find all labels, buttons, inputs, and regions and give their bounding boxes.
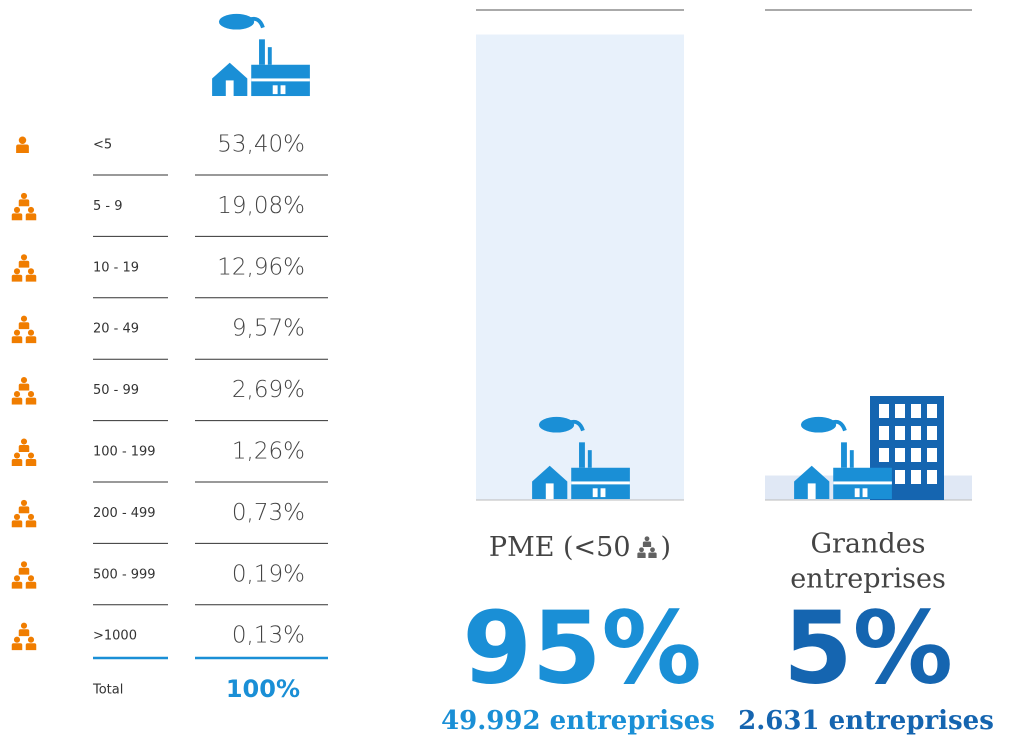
large-label: Grandes (810, 529, 925, 560)
large-percent: 5% (783, 589, 953, 706)
factory-icon (212, 11, 310, 98)
pme-percent: 95% (462, 589, 701, 706)
total-label: Total (92, 683, 123, 698)
person-icon (16, 136, 29, 153)
people-icon (12, 438, 37, 466)
share-value: 2,69% (232, 377, 305, 403)
size-label: 50 - 99 (93, 383, 139, 398)
share-value: 0,73% (232, 500, 305, 526)
pme-label: PME (<50) (489, 532, 671, 563)
share-value: 12,96% (217, 254, 305, 280)
share-value: 19,08% (217, 193, 305, 219)
share-value: 53,40% (217, 132, 305, 158)
size-label: 100 - 199 (93, 445, 156, 460)
people-icon (12, 500, 37, 528)
people-icon (12, 623, 37, 651)
people-icon (12, 561, 37, 589)
building-icon (870, 396, 944, 500)
large-count: 2.631 entreprises (738, 706, 994, 736)
total-value: 100% (226, 675, 300, 703)
size-label: 5 - 9 (93, 199, 123, 214)
people-icon (12, 377, 37, 405)
size-label: 200 - 499 (93, 506, 156, 521)
people-icon (637, 536, 656, 558)
share-value: 1,26% (232, 439, 305, 465)
large-label: entreprises (790, 564, 946, 595)
share-value: 0,13% (232, 623, 305, 649)
size-label: <5 (93, 138, 112, 153)
share-value: 9,57% (232, 316, 305, 342)
people-icon (12, 316, 37, 344)
pme-count: 49.992 entreprises (441, 706, 715, 736)
share-bar (476, 34, 684, 500)
size-label: 500 - 999 (93, 567, 156, 582)
size-label: 20 - 49 (93, 322, 139, 337)
people-icon (12, 193, 37, 221)
size-label: >1000 (93, 629, 137, 644)
size-label: 10 - 19 (93, 260, 139, 275)
share-value: 0,19% (232, 561, 305, 587)
people-icon (12, 254, 37, 282)
